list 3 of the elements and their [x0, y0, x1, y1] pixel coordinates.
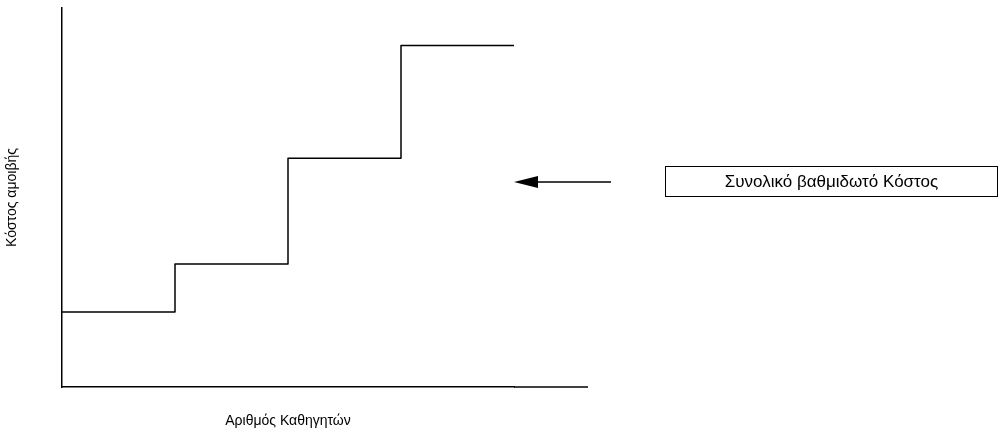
- y-axis-title: Κόστος αμοιβής: [3, 147, 20, 247]
- text: Συνολικό βαθμιδωτό Κόστος: [665, 166, 998, 197]
- x-axis-title: Αριθμός Καθηγητών: [225, 412, 351, 429]
